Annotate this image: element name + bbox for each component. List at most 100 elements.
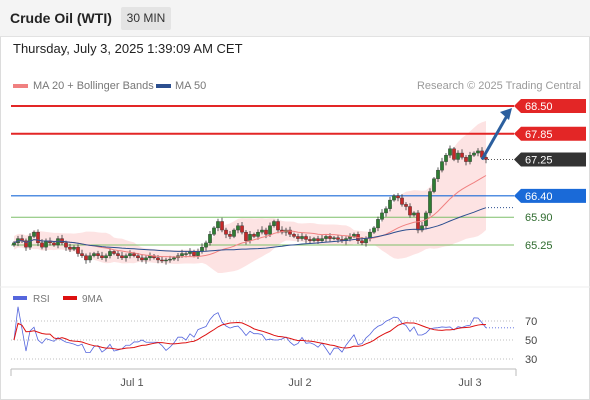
candle-body xyxy=(136,255,140,259)
candle-body xyxy=(452,148,456,160)
candle-body xyxy=(484,157,488,160)
candle xyxy=(400,194,404,207)
time-tick-label: Jul 1 xyxy=(120,377,143,389)
candle-body xyxy=(316,238,320,241)
candle xyxy=(432,176,436,194)
candle xyxy=(92,251,96,258)
candle-body xyxy=(96,253,100,256)
candle-body xyxy=(124,255,128,259)
candle xyxy=(128,250,132,259)
candle xyxy=(76,244,80,257)
candle xyxy=(312,236,316,243)
candle-body xyxy=(432,178,436,192)
rsi-ma-line xyxy=(13,321,487,350)
candle-body xyxy=(24,240,28,248)
candle xyxy=(104,253,108,262)
candle-body xyxy=(216,221,220,229)
candle xyxy=(468,151,472,165)
candle-body xyxy=(336,237,340,240)
candle xyxy=(476,148,480,157)
candle-body xyxy=(32,231,36,237)
candle-body xyxy=(68,246,72,250)
candle-body xyxy=(472,152,476,156)
candle-body xyxy=(76,246,80,254)
candle-body xyxy=(64,242,68,248)
candle xyxy=(460,149,464,160)
candle-body xyxy=(180,253,184,256)
candle-body xyxy=(384,208,388,214)
rsi-legend-swatch xyxy=(13,296,27,300)
candle-body xyxy=(372,227,376,233)
ma50-legend-swatch xyxy=(156,84,171,88)
candle-body xyxy=(304,236,308,240)
candle-body xyxy=(412,212,416,216)
timeframe-badge[interactable]: 30 MIN xyxy=(121,7,171,30)
candle-body xyxy=(460,152,464,158)
candle-body xyxy=(448,148,452,156)
candle-body xyxy=(100,255,104,259)
candle-body xyxy=(404,204,408,207)
candle-body xyxy=(160,259,164,262)
candle xyxy=(88,252,92,263)
candle-body xyxy=(52,242,56,246)
ma20-legend-label: MA 20 + Bollinger Bands xyxy=(33,80,154,92)
candle xyxy=(484,155,488,164)
candle-body xyxy=(92,253,96,256)
candle-body xyxy=(380,212,384,220)
candle-body xyxy=(300,236,304,239)
header-bar: Crude Oil (WTI) 30 MIN xyxy=(0,0,590,37)
candle xyxy=(408,203,412,218)
candle-body xyxy=(328,236,332,239)
candle xyxy=(256,229,260,240)
candle xyxy=(404,202,408,211)
candle-body xyxy=(264,229,268,235)
candle xyxy=(308,236,312,244)
level-tag-67.85 xyxy=(514,126,586,141)
candle xyxy=(96,250,100,259)
candle xyxy=(224,227,228,239)
candle xyxy=(444,152,448,166)
candle xyxy=(84,253,88,264)
level-label-65.25: 65.25 xyxy=(525,240,553,252)
candle xyxy=(80,249,84,258)
candle-body xyxy=(388,199,392,209)
candle-body xyxy=(308,239,312,241)
candle-body xyxy=(456,152,460,160)
candle xyxy=(472,151,476,157)
candle xyxy=(376,216,380,232)
candle xyxy=(452,147,456,162)
candle-body xyxy=(396,195,400,199)
candle xyxy=(112,249,116,256)
instrument-title: Crude Oil (WTI) xyxy=(10,10,112,26)
candle-body xyxy=(272,221,276,226)
candle xyxy=(116,250,120,259)
candle xyxy=(296,233,300,242)
ma50-legend-label: MA 50 xyxy=(175,80,207,92)
candle xyxy=(68,243,72,253)
candle xyxy=(60,234,64,246)
candle-body xyxy=(80,253,84,256)
candle xyxy=(252,232,256,239)
candle-body xyxy=(60,238,64,244)
candle-body xyxy=(116,253,120,256)
candle xyxy=(300,232,304,241)
candle-body xyxy=(408,206,412,216)
candle xyxy=(384,206,388,217)
rsi-legend-label: RSI xyxy=(33,294,50,305)
candle-body xyxy=(208,234,212,244)
candle-body xyxy=(72,246,76,250)
candle-body xyxy=(260,229,264,233)
candle-body xyxy=(392,195,396,201)
candle-body xyxy=(320,238,324,241)
candle xyxy=(428,188,432,216)
candle-body xyxy=(252,234,256,237)
level-tag-68.50 xyxy=(514,99,586,113)
candle xyxy=(436,167,440,182)
candle xyxy=(464,155,468,166)
candle xyxy=(160,256,164,264)
candle xyxy=(100,251,104,261)
candle-body xyxy=(108,251,112,256)
rsi-tick-label: 70 xyxy=(525,316,537,328)
